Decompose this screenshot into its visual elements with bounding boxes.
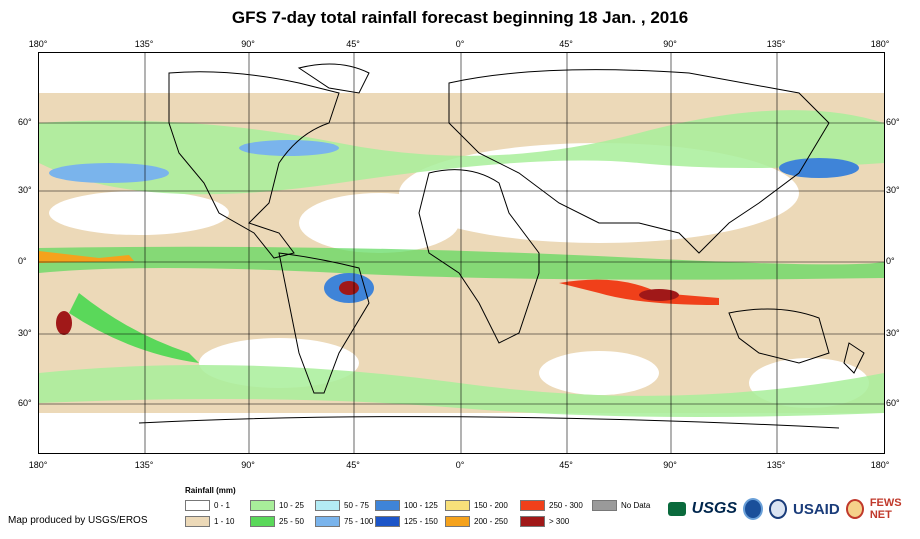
- lon-tick: 45°: [346, 39, 360, 49]
- lon-tick: 90°: [241, 39, 255, 49]
- legend-item: 100 - 125: [375, 500, 438, 511]
- legend-item: > 300: [520, 516, 569, 527]
- extreme-rain: [639, 289, 679, 301]
- heavy-rain: [49, 163, 169, 183]
- rainfall-map-svg: [39, 53, 884, 453]
- fews-logo-icon: [845, 499, 864, 519]
- credit-text: Map produced by USGS/EROS: [8, 515, 148, 526]
- dry-zone: [399, 143, 799, 243]
- lon-tick: 0°: [455, 460, 465, 470]
- legend-label: No Data: [621, 501, 651, 510]
- legend-item: 125 - 150: [375, 516, 438, 527]
- legend-label: 75 - 100: [344, 517, 374, 526]
- lat-tick: 30°: [886, 185, 900, 195]
- north-storm-track: [39, 110, 884, 195]
- lon-tick: 90°: [663, 39, 677, 49]
- dry-zone: [539, 351, 659, 395]
- legend-label: 25 - 50: [279, 517, 304, 526]
- fews-logo: FEWS NET: [869, 497, 902, 521]
- lon-tick: 45°: [346, 460, 360, 470]
- lon-tick: 45°: [559, 460, 573, 470]
- map-title: GFS 7-day total rainfall forecast beginn…: [231, 8, 689, 27]
- extreme-rain: [56, 311, 72, 335]
- lat-tick: 30°: [18, 328, 32, 338]
- legend-item: 0 - 1: [185, 500, 230, 511]
- legend-swatch: [185, 500, 210, 511]
- legend-swatch: [592, 500, 617, 511]
- extreme-rain: [559, 279, 719, 305]
- lat-tick: 60°: [18, 117, 32, 127]
- heavy-rain: [779, 158, 859, 178]
- usaid-seal-icon: [768, 499, 788, 519]
- legend-swatch: [315, 500, 340, 511]
- legend-swatch: [375, 516, 400, 527]
- arctic-dry: [39, 53, 884, 93]
- lon-tick: 180°: [28, 39, 48, 49]
- lon-tick: 90°: [241, 460, 255, 470]
- legend-swatch: [250, 500, 275, 511]
- legend-item: 25 - 50: [250, 516, 304, 527]
- rainfall-map: [38, 52, 885, 454]
- lat-tick: 0°: [886, 256, 895, 266]
- lat-tick: 60°: [18, 398, 32, 408]
- legend-label: 125 - 150: [404, 517, 438, 526]
- legend-label: 10 - 25: [279, 501, 304, 510]
- legend-item: 200 - 250: [445, 516, 508, 527]
- antarctic-dry: [39, 413, 884, 453]
- spcz-band: [69, 293, 199, 363]
- legend-label: 0 - 1: [214, 501, 231, 510]
- lon-tick: 180°: [870, 460, 890, 470]
- legend-swatch: [520, 516, 545, 527]
- legend-item: 75 - 100: [315, 516, 373, 527]
- noaa-logo-icon: [743, 498, 763, 520]
- legend-swatch: [445, 516, 470, 527]
- graticule: [39, 53, 884, 453]
- itcz-band: [39, 246, 884, 280]
- heavy-rain: [239, 140, 339, 156]
- legend-label: 100 - 125: [404, 501, 438, 510]
- usgs-logo: USGS: [691, 500, 737, 517]
- legend-item: 250 - 300: [520, 500, 583, 511]
- lon-tick: 135°: [134, 460, 154, 470]
- legend-label: > 300: [549, 517, 570, 526]
- lon-tick: 0°: [455, 39, 465, 49]
- lon-tick: 180°: [28, 460, 48, 470]
- lon-tick: 180°: [870, 39, 890, 49]
- lon-tick: 135°: [766, 39, 786, 49]
- lon-tick: 135°: [766, 460, 786, 470]
- extreme-rain: [39, 251, 134, 263]
- legend-swatch: [375, 500, 400, 511]
- legend-swatch: [315, 516, 340, 527]
- legend-label: 1 - 10: [214, 517, 235, 526]
- legend-label: 250 - 300: [549, 501, 583, 510]
- lat-tick: 0°: [18, 256, 27, 266]
- legend-swatch: [185, 516, 210, 527]
- legend-item: 10 - 25: [250, 500, 304, 511]
- lon-tick: 90°: [663, 460, 677, 470]
- lat-tick: 30°: [18, 185, 32, 195]
- legend-label: 150 - 200: [474, 501, 508, 510]
- lat-tick: 60°: [886, 398, 900, 408]
- lat-tick: 30°: [886, 328, 900, 338]
- legend-item: No Data: [592, 500, 650, 511]
- legend-item: 150 - 200: [445, 500, 508, 511]
- legend-swatch: [250, 516, 275, 527]
- extreme-rain: [339, 281, 359, 295]
- legend-label: 200 - 250: [474, 517, 508, 526]
- legend-title: Rainfall (mm): [185, 486, 236, 495]
- agency-logos: USGS USAID FEWS NET: [668, 497, 920, 521]
- coastlines: [138, 63, 865, 429]
- legend-swatch: [520, 500, 545, 511]
- legend-swatch: [445, 500, 470, 511]
- legend-item: 50 - 75: [315, 500, 369, 511]
- usaid-logo: USAID: [793, 500, 840, 518]
- legend-label: 50 - 75: [344, 501, 369, 510]
- lat-tick: 60°: [886, 117, 900, 127]
- lon-tick: 135°: [134, 39, 154, 49]
- legend-item: 1 - 10: [185, 516, 234, 527]
- dry-zone: [49, 191, 229, 235]
- lon-tick: 45°: [559, 39, 573, 49]
- usgs-logo-icon: [668, 502, 686, 516]
